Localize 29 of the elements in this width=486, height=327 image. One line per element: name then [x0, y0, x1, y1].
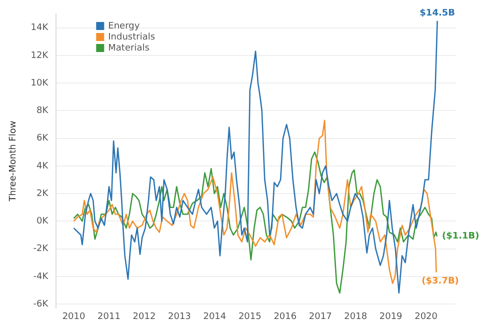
- y-tick-label: 14K: [30, 23, 50, 34]
- y-tick-label: 8K: [36, 106, 50, 116]
- x-tick-label: 2013: [168, 312, 191, 322]
- x-tick-label: 2017: [308, 312, 332, 322]
- annotation: $14.5B: [420, 8, 456, 19]
- legend-label: Energy: [108, 21, 140, 32]
- x-tick-label: 2011: [98, 312, 120, 322]
- x-tick-label: 2020: [414, 312, 438, 322]
- annotation: ($3.7B): [422, 276, 459, 287]
- x-tick-label: 2016: [274, 312, 297, 322]
- legend-label: Industrials: [108, 32, 156, 42]
- y-tick-label: 2K: [36, 188, 50, 199]
- y-tick-label: -2K: [33, 244, 50, 254]
- y-tick-label: -4K: [33, 272, 50, 282]
- y-tick-label: 6K: [36, 134, 50, 144]
- y-tick-label: 4K: [36, 161, 50, 172]
- y-axis-title: Three-Month Flow: [8, 120, 19, 202]
- x-tick-label: 2019: [379, 312, 403, 322]
- y-tick-label: 12K: [30, 50, 50, 61]
- annotation: ($1.1B): [442, 232, 480, 242]
- y-tick-label: 0K: [36, 216, 50, 227]
- y-tick-label: 10K: [30, 78, 50, 88]
- x-tick-label: 2012: [132, 312, 156, 322]
- legend-label: Materials: [108, 43, 150, 54]
- x-tick-label: 2010: [62, 312, 86, 322]
- y-tick-label: -6K: [33, 299, 50, 310]
- x-tick-label: 2015: [238, 312, 262, 322]
- x-tick-label: 2014: [203, 312, 226, 322]
- x-tick-label: 2018: [344, 312, 368, 322]
